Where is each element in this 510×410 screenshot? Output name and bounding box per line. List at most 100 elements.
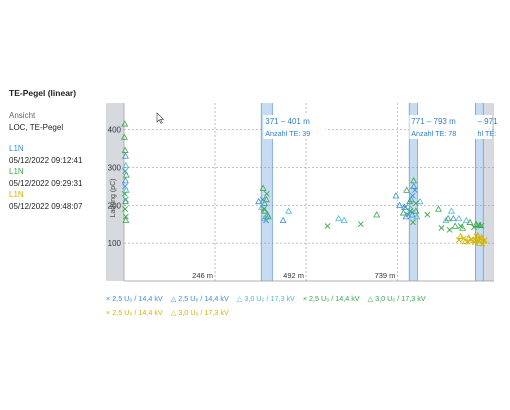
data-point [472, 220, 480, 227]
data-point [122, 213, 129, 220]
data-point [261, 199, 269, 207]
band-label-box [409, 115, 484, 139]
data-point [324, 223, 331, 230]
view-label: Ansicht [9, 111, 36, 120]
data-point [410, 219, 416, 226]
data-point [480, 237, 488, 244]
data-point [455, 214, 463, 222]
band-count-label: hl TE: [478, 129, 497, 138]
band-label-box [475, 115, 492, 139]
data-point [477, 233, 485, 241]
measurement-phase-1[interactable]: L1N [9, 144, 24, 153]
data-point [474, 231, 482, 239]
data-point [255, 197, 263, 205]
data-point-stroke [457, 223, 464, 230]
data-point [285, 207, 293, 214]
measurement-sidebar: Ansicht LOC, TE-Pegel L1N 05/12/2022 09:… [9, 110, 82, 212]
data-point [442, 216, 450, 224]
data-point [392, 192, 400, 199]
legend-item[interactable]: △ 3,0 U₀ / 17,3 kV [236, 294, 295, 303]
data-point [447, 207, 455, 214]
data-point-stroke [402, 204, 409, 211]
data-point [471, 224, 477, 231]
data-point [122, 206, 129, 212]
data-point [122, 161, 130, 169]
data-point-stroke [324, 223, 331, 230]
data-point [259, 184, 267, 191]
data-point [457, 223, 464, 230]
data-point [400, 203, 408, 210]
mouse-cursor-icon [156, 112, 165, 124]
data-point [396, 201, 404, 208]
data-point [122, 197, 129, 205]
chart-legend: × 2,5 U₀ / 14,4 kV △ 2,5 U₀ / 14,4 kV △ 3,… [106, 292, 506, 320]
data-point-stroke [477, 235, 484, 242]
legend-item[interactable]: × 2,5 U₀ / 14,4 kV [106, 308, 163, 317]
legend-item[interactable]: × 2,5 U₀ / 14,4 kV [302, 294, 360, 303]
x-marker-label: 246 m [192, 271, 213, 280]
measurement-phase-2[interactable]: L1N [9, 167, 24, 176]
data-point [444, 214, 452, 222]
data-point [407, 208, 414, 214]
data-point [121, 120, 129, 127]
band-count-label: Anzahl TE: 78 [411, 129, 456, 138]
data-point-stroke [122, 206, 129, 212]
data-point [399, 209, 407, 216]
data-point [403, 186, 411, 193]
data-point [402, 212, 410, 220]
y-tick-label: 300 [108, 163, 122, 172]
data-point-stroke [405, 211, 412, 218]
data-point [121, 190, 128, 197]
view-value[interactable]: LOC, TE-Pegel [9, 122, 64, 132]
data-point-stroke [259, 196, 266, 203]
left-overview-strip [106, 103, 124, 281]
data-point [462, 216, 470, 224]
data-point-stroke [121, 190, 128, 197]
data-point [340, 216, 348, 224]
y-tick-label: 100 [108, 239, 122, 248]
band-range-label: 771 – 793 m [411, 117, 456, 126]
data-point [122, 177, 129, 184]
data-point [122, 216, 130, 224]
data-point-stroke [122, 183, 129, 190]
data-point [258, 203, 266, 210]
data-point-stroke [413, 200, 419, 207]
data-point [451, 222, 459, 229]
legend-item[interactable]: △ 2,5 U₀ / 14,4 kV [170, 294, 229, 303]
measurement-timestamp-2[interactable]: 05/12/2022 09:29:31 [9, 178, 83, 188]
band-label-box [263, 115, 326, 139]
data-point-stroke [410, 219, 416, 226]
measurement-phase-3[interactable]: L1N [9, 190, 24, 199]
data-point [410, 182, 418, 189]
data-point [413, 200, 419, 207]
data-point [263, 190, 270, 197]
data-point [260, 206, 267, 212]
data-point-stroke [263, 190, 270, 197]
chart-panel-title: TE-Pegel (linear) [9, 88, 77, 98]
data-point [121, 146, 129, 153]
x-marker-label: 739 m [375, 271, 396, 280]
legend-item[interactable]: × 2,5 U₀ / 14,4 kV [106, 294, 163, 303]
legend-item[interactable]: △ 3,0 U₀ / 17,3 kV [367, 294, 426, 303]
data-point [424, 211, 431, 218]
data-point [457, 232, 465, 239]
data-point [279, 216, 287, 224]
data-point [459, 224, 467, 231]
data-point [413, 212, 421, 220]
data-point-stroke [407, 208, 414, 214]
data-point [435, 205, 442, 212]
data-point [461, 237, 469, 245]
data-point [122, 171, 130, 178]
measurement-timestamp-3[interactable]: 05/12/2022 09:48:07 [9, 201, 83, 211]
y-tick-label: 400 [108, 126, 122, 135]
measurement-timestamp-1[interactable]: 05/12/2022 09:12:41 [9, 155, 83, 165]
data-point [412, 207, 420, 214]
data-point [446, 226, 453, 233]
data-point [465, 234, 473, 241]
legend-item[interactable]: △ 3,0 U₀ / 17,3 kV [170, 308, 229, 317]
data-point-stroke [424, 211, 431, 218]
data-point [262, 195, 270, 203]
y-tick-label: 200 [108, 201, 122, 210]
data-point [406, 197, 414, 205]
